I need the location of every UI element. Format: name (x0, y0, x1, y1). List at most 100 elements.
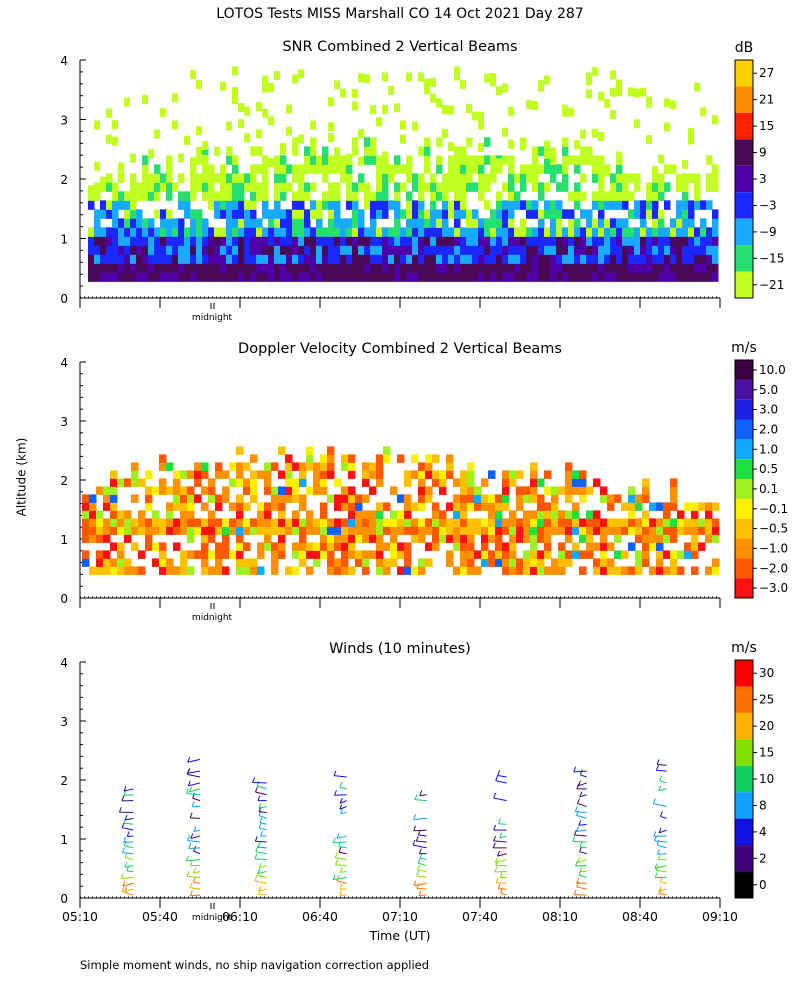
velocity-cell (390, 542, 398, 551)
velocity-cell (320, 502, 328, 511)
velocity-cell (607, 526, 615, 535)
snr-cell (100, 227, 107, 237)
barb-flag (254, 875, 258, 881)
velocity-cell (446, 550, 454, 559)
snr-cell (496, 254, 503, 264)
velocity-cell (236, 510, 244, 519)
velocity-cell (208, 534, 216, 543)
velocity-cell (614, 534, 622, 543)
snr-cell (100, 209, 107, 219)
velocity-cell (642, 510, 650, 519)
snr-cell (658, 218, 665, 228)
snr-cell (370, 200, 377, 210)
velocity-cell (404, 542, 412, 551)
velocity-cell (453, 526, 461, 535)
velocity-cell (299, 462, 307, 471)
snr-cell (700, 218, 707, 228)
snr-cell (562, 104, 568, 114)
velocity-cell (467, 550, 475, 559)
velocity-cell (138, 510, 146, 519)
snr-cell (490, 209, 497, 219)
snr-cell (88, 254, 95, 264)
velocity-cell (432, 518, 440, 527)
snr-cell (484, 227, 491, 237)
snr-cell (562, 263, 569, 273)
snr-cell (382, 245, 389, 255)
barb-shaft (340, 800, 347, 804)
snr-cell (178, 218, 185, 228)
snr-cell (466, 272, 473, 282)
snr-cell (328, 155, 335, 165)
velocity-cell (453, 566, 461, 575)
snr-cell (400, 254, 407, 264)
velocity-cell (131, 478, 139, 487)
snr-cell (658, 272, 665, 282)
snr-cell (376, 182, 383, 192)
snr-cell (544, 272, 551, 282)
snr-cell (244, 263, 251, 273)
velocity-cell (705, 518, 713, 527)
snr-cell (142, 155, 149, 165)
velocity-cell (362, 566, 370, 575)
snr-cell (646, 263, 653, 273)
barb-flag (255, 846, 259, 852)
snr-cell (394, 191, 401, 201)
velocity-cell (362, 518, 370, 527)
snr-cell (280, 254, 287, 264)
snr-cell (364, 146, 371, 156)
snr-cell (166, 254, 173, 264)
snr-cell (172, 218, 179, 228)
snr-cell (208, 164, 215, 174)
snr-cell (706, 173, 713, 183)
snr-cell (538, 263, 545, 273)
barb-shaft (580, 846, 587, 849)
barb-shaft (497, 853, 507, 857)
velocity-cell (495, 534, 503, 543)
velocity-cell (306, 550, 314, 559)
snr-cell (700, 236, 707, 246)
velocity-cell (383, 446, 391, 455)
snr-cell (466, 103, 472, 113)
colorbar-label: −0.1 (759, 502, 788, 516)
snr-cell (472, 254, 479, 264)
snr-cell (130, 191, 137, 201)
snr-cell (112, 218, 119, 228)
snr-cell (424, 245, 431, 255)
velocity-cell (222, 494, 230, 503)
snr-cell (202, 182, 209, 192)
barb-flag (121, 795, 125, 802)
barb-shaft (335, 857, 347, 861)
snr-cell (160, 107, 166, 117)
snr-cell (370, 191, 377, 201)
snr-cell (100, 263, 107, 273)
snr-cell (652, 272, 659, 282)
velocity-cell (355, 526, 363, 535)
barb-flag (579, 769, 583, 775)
snr-cell (472, 236, 479, 246)
velocity-cell (642, 486, 650, 495)
barb-shaft (189, 887, 201, 890)
velocity-cell (348, 510, 356, 519)
snr-cell (352, 254, 359, 264)
snr-cell (256, 191, 263, 201)
snr-cell (550, 200, 557, 210)
barb-shaft (575, 811, 587, 813)
wind-barb (258, 862, 267, 869)
panel-title: Doppler Velocity Combined 2 Vertical Bea… (238, 341, 562, 357)
snr-cell (238, 103, 244, 113)
wind-barb (657, 854, 667, 861)
wind-barb (340, 808, 347, 815)
snr-cell (430, 209, 437, 219)
velocity-cell (502, 550, 510, 559)
snr-cell (370, 146, 377, 156)
velocity-cell (691, 550, 699, 559)
colorbar-swatch (735, 459, 753, 479)
snr-cell (118, 218, 125, 228)
velocity-cell (320, 478, 328, 487)
wind-barb (499, 832, 507, 839)
snr-cell (712, 236, 719, 246)
snr-cell (622, 182, 629, 192)
velocity-cell (376, 558, 384, 567)
snr-cell (406, 191, 413, 201)
